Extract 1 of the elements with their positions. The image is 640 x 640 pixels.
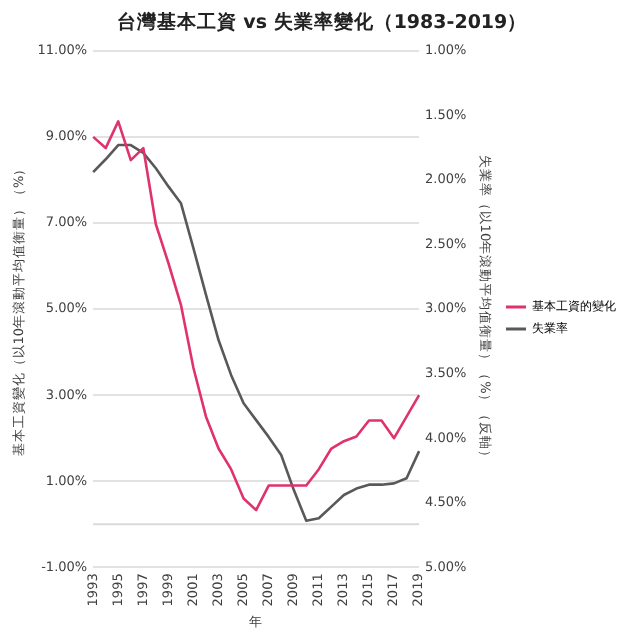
chart-title: 台灣基本工資 vs 失業率變化（1983-2019） <box>116 10 528 35</box>
